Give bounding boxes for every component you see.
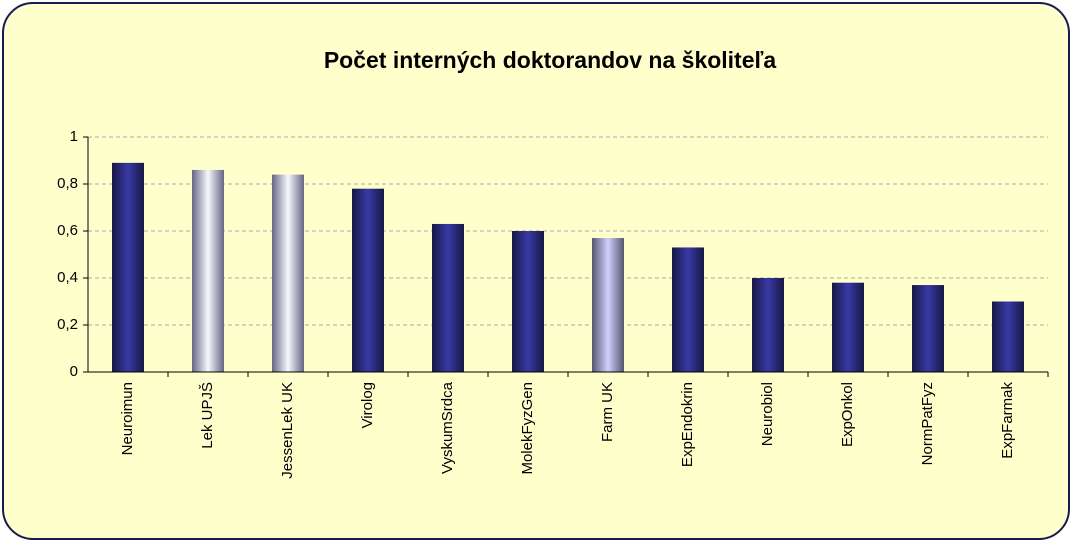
x-tick-label: Virolog <box>359 382 376 428</box>
chart-title: Počet interných doktorandov na školiteľa <box>324 47 777 73</box>
x-tick-label: ExpEndokrin <box>679 382 696 467</box>
bar <box>192 169 224 372</box>
y-tick-label: 1 <box>70 128 78 145</box>
bar <box>112 162 144 372</box>
bar <box>272 174 304 372</box>
x-tick-label: ExpOnkol <box>839 382 856 447</box>
y-tick-label: 0 <box>70 363 78 380</box>
bar <box>592 238 624 372</box>
x-tick-label: MolekFyzGen <box>519 382 536 475</box>
bar <box>432 223 464 372</box>
bar <box>832 282 864 372</box>
x-tick-label: Farm UK <box>599 382 616 442</box>
bar <box>352 188 384 372</box>
y-tick-label: 0,6 <box>57 222 78 239</box>
bar <box>512 231 544 372</box>
bar <box>912 285 944 372</box>
x-tick-label: NormPatFyz <box>919 382 936 465</box>
x-tick-label: JessenLek UK <box>279 382 296 479</box>
x-tick-label: Neuroimun <box>119 382 136 455</box>
x-tick-label: Neurobiol <box>759 382 776 446</box>
y-tick-label: 0,4 <box>57 269 78 286</box>
x-tick-label: VyskumSrdca <box>439 381 456 474</box>
x-tick-label: Lek UPJŠ <box>199 382 216 449</box>
x-tick-label: ExpFarmak <box>999 382 1016 459</box>
bar <box>752 278 784 372</box>
bar <box>672 247 704 372</box>
y-tick-label: 0,2 <box>57 316 78 333</box>
bar <box>992 301 1024 372</box>
y-tick-label: 0,8 <box>57 175 78 192</box>
